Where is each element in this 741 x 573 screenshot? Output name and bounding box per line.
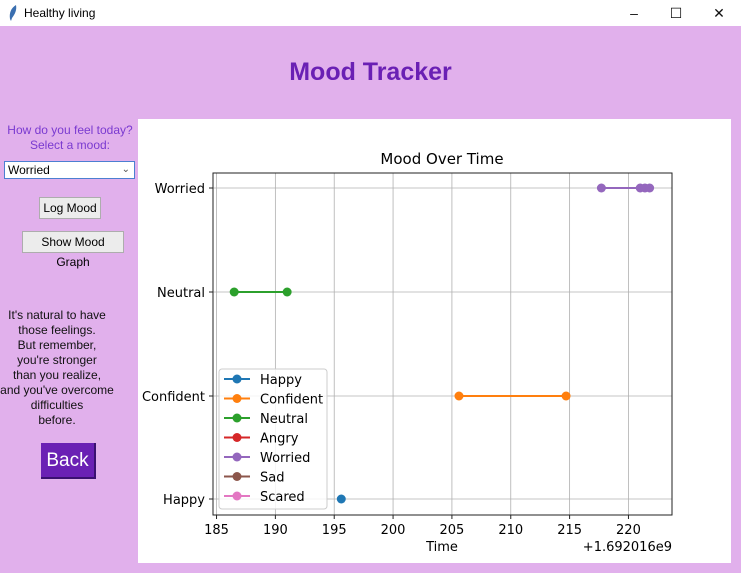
message-line: But remember, — [17, 338, 97, 352]
y-tick-label: Worried — [155, 182, 205, 197]
x-tick-label: 190 — [263, 523, 288, 538]
message-line: you're stronger — [17, 353, 97, 367]
prompt-line-1: How do you feel today? — [7, 123, 133, 137]
chart-title: Mood Over Time — [380, 150, 503, 168]
page-title: Mood Tracker — [289, 58, 452, 86]
axes-frame — [212, 172, 673, 516]
chevron-down-icon[interactable]: ⌄ — [121, 164, 130, 175]
data-point — [336, 494, 346, 504]
y-tick-label: Neutral — [157, 286, 205, 301]
mood-chart-canvas: Mood Over Time Happy Confident Neutral Worr… — [138, 119, 731, 563]
x-tick-label: 205 — [440, 523, 465, 538]
data-point — [282, 287, 292, 297]
y-tick-label: Happy — [163, 493, 205, 508]
message-line: than you realize, — [12, 368, 102, 382]
data-point — [596, 183, 606, 193]
mood-prompt: How do you feel today? Select a mood: — [2, 123, 138, 153]
legend-label: Sad — [260, 471, 284, 486]
x-tick-label: 185 — [204, 523, 229, 538]
message-line: It's natural to have — [8, 308, 106, 322]
y-axis-ticks: Happy Confident Neutral Worried — [142, 182, 213, 508]
message-line: before. — [38, 413, 76, 427]
message-line: difficulties — [30, 398, 84, 412]
data-point — [454, 391, 464, 401]
mood-select[interactable]: Worried ⌄ — [4, 161, 135, 179]
x-axis-ticks: 185 190 195 200 205 210 215 220 — [204, 515, 641, 538]
close-button[interactable]: ✕ — [713, 4, 725, 21]
window-title: Healthy living — [24, 6, 96, 20]
data-point — [229, 287, 239, 297]
prompt-line-2: Select a mood: — [29, 138, 111, 152]
legend-label: Angry — [260, 432, 299, 447]
chart-series — [229, 183, 655, 504]
x-offset-label: +1.692016e9 — [583, 540, 672, 555]
x-tick-label: 195 — [322, 523, 347, 538]
maximize-button[interactable]: ☐ — [669, 4, 683, 21]
x-tick-label: 215 — [557, 523, 582, 538]
legend-label: Worried — [260, 451, 310, 466]
data-point — [561, 391, 571, 401]
mood-select-value: Worried — [8, 163, 50, 177]
back-button[interactable]: Back — [41, 443, 96, 479]
encouragement-message: It's natural to have those feelings. But… — [0, 308, 114, 428]
legend-label: Confident — [260, 393, 323, 408]
data-point — [645, 183, 655, 193]
feather-icon — [9, 5, 17, 21]
show-mood-graph-button[interactable]: Show Mood Graph — [22, 231, 124, 269]
x-axis-label: Time — [425, 540, 458, 555]
x-tick-label: 200 — [381, 523, 406, 538]
legend-label: Happy — [260, 373, 302, 388]
legend-label: Neutral — [260, 412, 308, 427]
minimize-button[interactable]: – — [630, 5, 638, 21]
message-line: and you've overcome — [0, 383, 114, 397]
x-tick-label: 210 — [498, 523, 523, 538]
message-line: those feelings. — [18, 323, 96, 337]
title-bar: Healthy living – ☐ ✕ — [0, 0, 741, 26]
log-mood-button[interactable]: Log Mood — [39, 197, 101, 219]
x-tick-label: 220 — [616, 523, 641, 538]
mood-chart: Mood Over Time Happy Confident Neutral Worr… — [142, 150, 673, 555]
y-tick-label: Confident — [142, 390, 205, 405]
legend-label: Scared — [260, 490, 305, 505]
chart-legend: Happy Confident Neutral Angry Worried Sad Scar… — [218, 368, 328, 510]
